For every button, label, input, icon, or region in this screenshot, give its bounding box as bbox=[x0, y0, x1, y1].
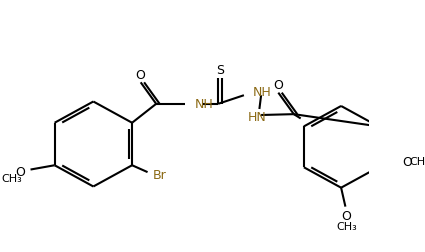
Text: O: O bbox=[273, 79, 283, 92]
Text: O: O bbox=[402, 155, 413, 168]
Text: S: S bbox=[216, 64, 224, 77]
Text: Br: Br bbox=[153, 169, 167, 181]
Text: O: O bbox=[15, 165, 25, 178]
Text: NH: NH bbox=[195, 98, 214, 111]
Text: CH₃: CH₃ bbox=[337, 221, 357, 231]
Text: NH: NH bbox=[252, 86, 271, 99]
Text: CH₃: CH₃ bbox=[409, 157, 425, 167]
Text: HN: HN bbox=[248, 111, 267, 124]
Text: O: O bbox=[341, 209, 351, 222]
Text: O: O bbox=[135, 69, 145, 82]
Text: CH₃: CH₃ bbox=[1, 173, 22, 183]
